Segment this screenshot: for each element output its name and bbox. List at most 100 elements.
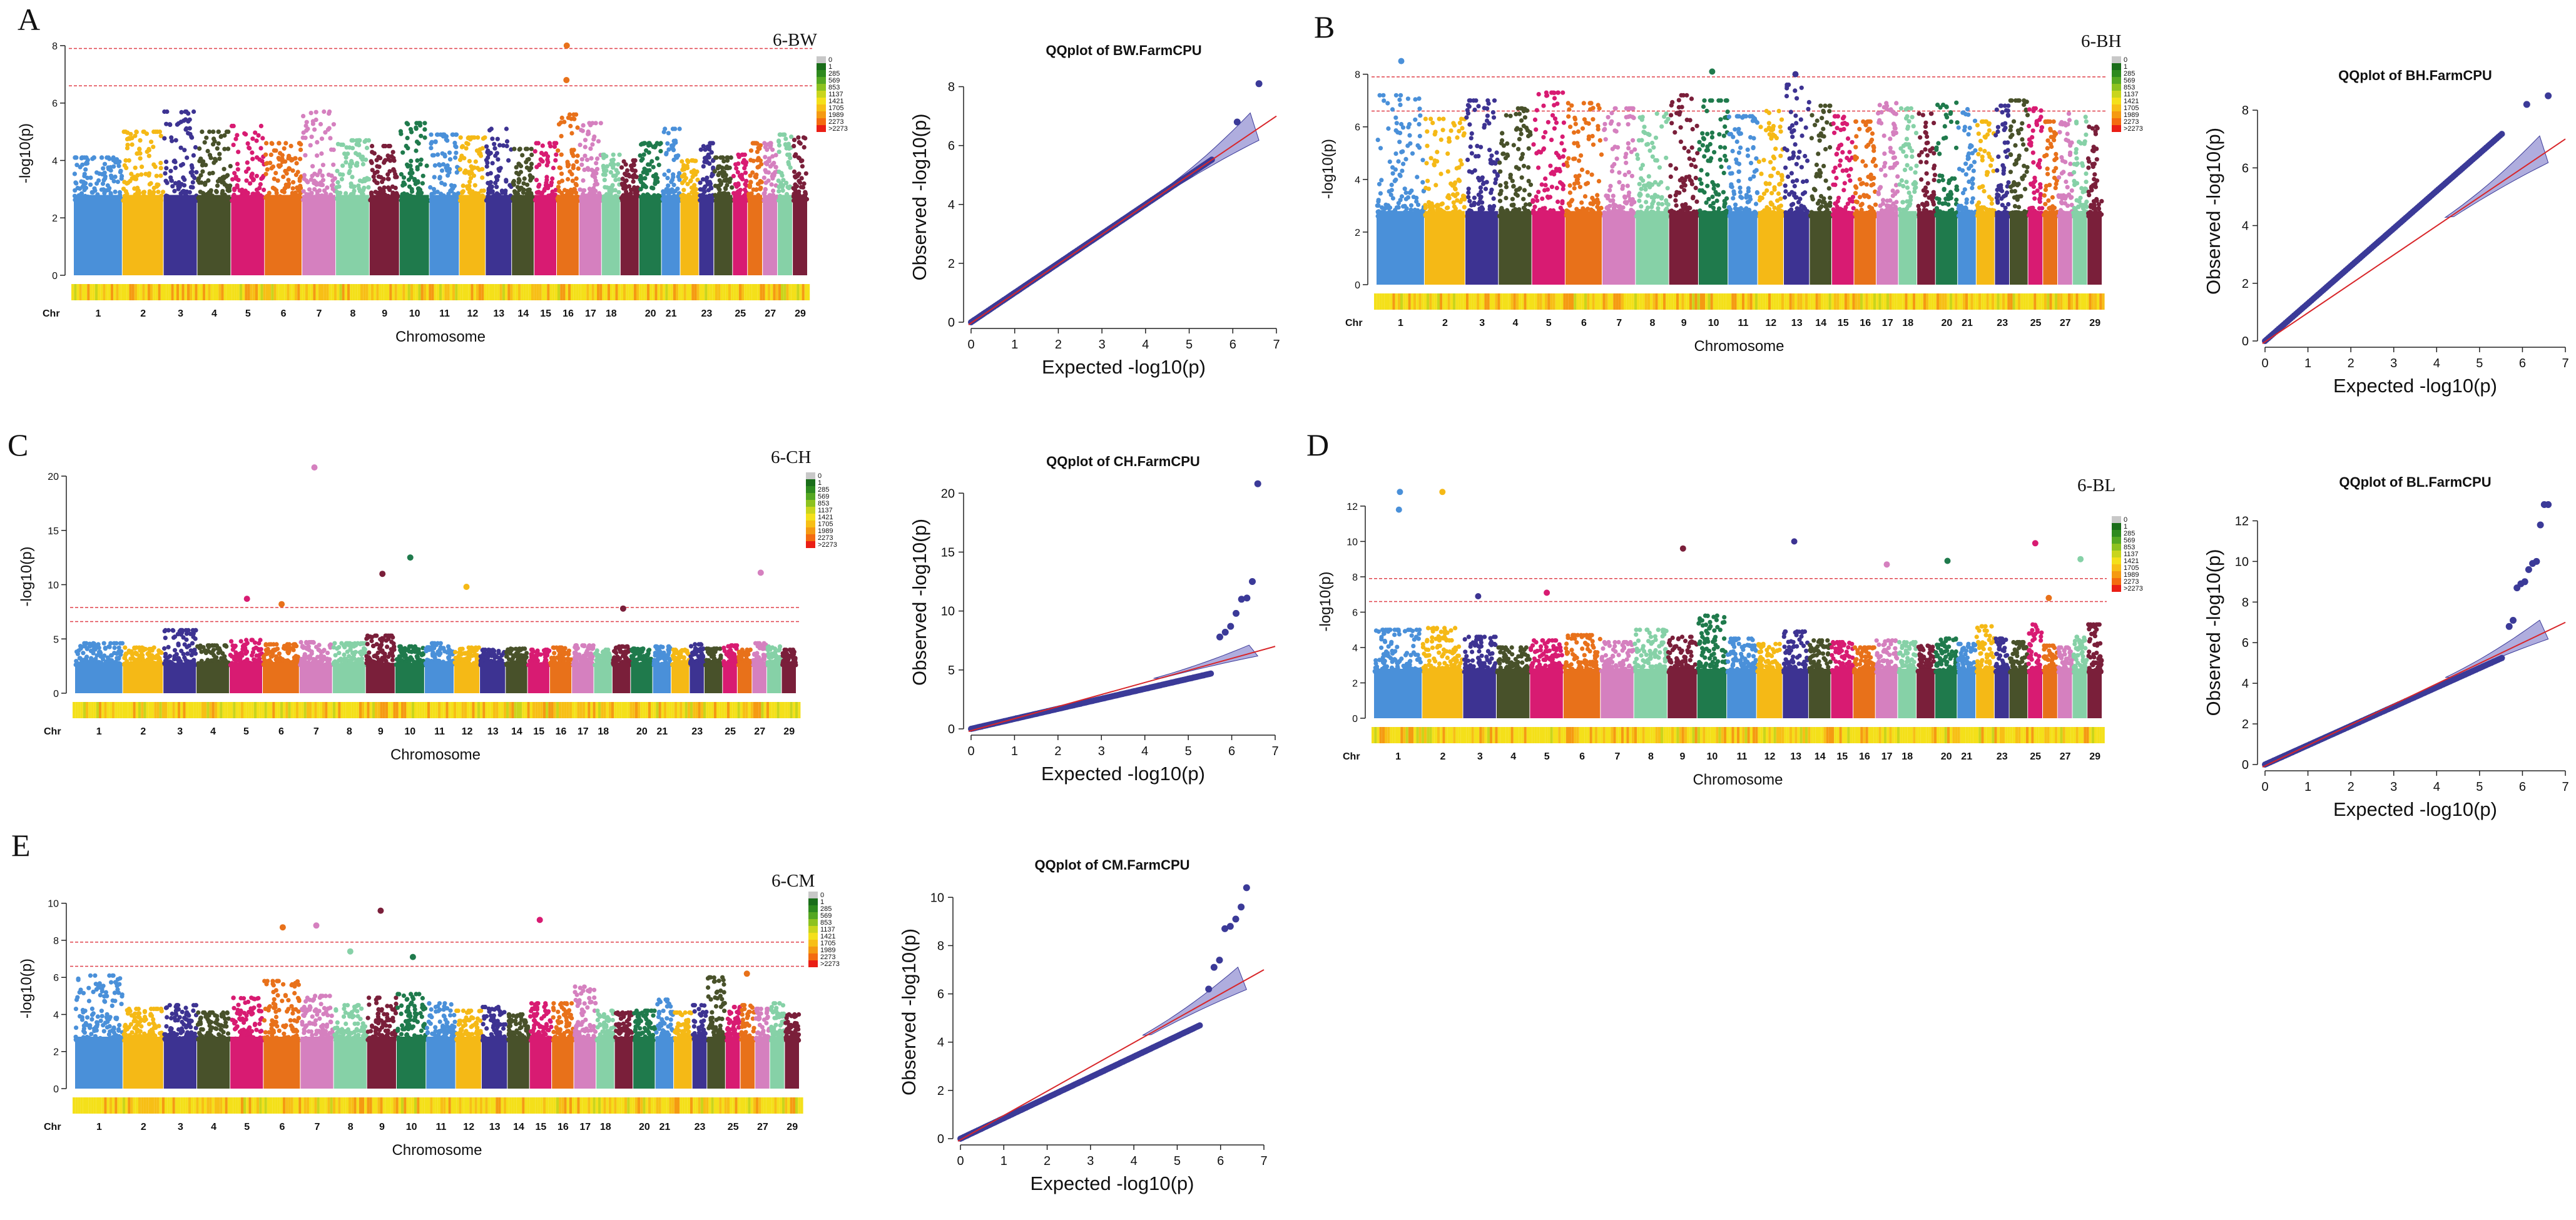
snp-point <box>1489 161 1495 166</box>
snp-point <box>1417 96 1422 101</box>
snp-point <box>1385 203 1391 208</box>
snp-point <box>1513 191 1519 196</box>
snp-density-bar <box>728 284 731 300</box>
snp-point <box>123 189 128 194</box>
snp-point <box>470 166 475 171</box>
snp-density-bar <box>226 284 229 300</box>
snp-point <box>211 130 216 135</box>
snp-point <box>750 170 755 175</box>
snp-point <box>1469 203 1474 208</box>
snp-point <box>1699 168 1704 173</box>
snp-point <box>488 171 493 176</box>
snp-density-bar <box>760 284 763 300</box>
snp-density-bar <box>510 284 513 300</box>
snp-density-bar <box>673 284 676 300</box>
snp-point <box>1576 143 1581 148</box>
snp-point <box>1550 113 1555 118</box>
chromosome-tick-label: 2 <box>140 308 146 319</box>
snp-point <box>1848 198 1853 203</box>
snp-point <box>1838 158 1843 163</box>
snp-density-bar <box>344 284 347 300</box>
snp-point <box>1779 117 1784 122</box>
snp-point <box>1725 109 1730 114</box>
snp-point <box>567 112 573 117</box>
snp-point <box>1870 131 1875 136</box>
snp-point <box>546 183 551 188</box>
snp-point <box>1399 194 1405 199</box>
snp-point <box>665 176 670 181</box>
snp-point <box>793 175 798 180</box>
snp-point <box>1566 156 1571 161</box>
snp-point <box>237 188 242 193</box>
snp-point <box>568 123 573 129</box>
snp-point <box>439 180 444 185</box>
snp-point <box>1776 108 1781 114</box>
chromosome-tick-label: 20 <box>645 308 656 319</box>
snp-point <box>1477 206 1482 211</box>
snp-point <box>360 161 366 167</box>
snp-point <box>540 190 545 195</box>
snp-point <box>1474 154 1479 159</box>
x-tick-label: 1 <box>1011 338 1018 352</box>
snp-point <box>1378 191 1383 196</box>
snp-point <box>432 163 437 168</box>
snp-point <box>382 159 387 164</box>
snp-density-bar <box>197 284 200 300</box>
snp-density-bar <box>794 284 797 300</box>
snp-point <box>1786 82 1791 88</box>
snp-point <box>569 131 574 136</box>
y-tick-label: 8 <box>948 81 955 94</box>
snp-density-bar <box>426 284 429 300</box>
snp-point <box>1401 161 1406 166</box>
snp-point <box>1726 165 1731 170</box>
snp-point <box>1715 183 1721 188</box>
snp-point <box>1647 148 1652 153</box>
snp-density-bar <box>466 284 469 300</box>
snp-point <box>1492 203 1497 209</box>
snp-point <box>496 157 501 162</box>
snp-point <box>1454 166 1459 171</box>
snp-point <box>771 160 776 166</box>
snp-point <box>1497 198 1503 203</box>
snp-point <box>401 180 406 185</box>
snp-point <box>339 176 345 181</box>
snp-density-bar <box>87 284 90 300</box>
snp-point <box>1541 135 1546 140</box>
snp-point <box>1545 119 1550 125</box>
snp-density-band <box>197 195 231 275</box>
chromosome-tick-label: 8 <box>350 308 355 319</box>
snp-point <box>537 162 542 167</box>
snp-density-bar <box>620 284 623 300</box>
snp-point <box>462 156 467 161</box>
snp-point <box>763 186 768 192</box>
snp-point <box>1530 198 1535 203</box>
snp-point <box>1400 168 1405 173</box>
snp-point <box>1532 205 1537 210</box>
snp-point <box>1622 200 1627 205</box>
snp-point <box>290 186 295 191</box>
snp-density-bar <box>628 284 631 300</box>
snp-density-bar <box>597 284 600 300</box>
snp-density-bar <box>791 284 794 300</box>
snp-density-bar <box>94 284 98 300</box>
snp-point <box>571 153 576 158</box>
snp-point <box>1803 153 1808 159</box>
snp-point <box>680 180 685 186</box>
snp-density-bar <box>725 284 728 300</box>
snp-point <box>1440 201 1445 206</box>
snp-point <box>294 161 299 166</box>
snp-point <box>211 160 216 165</box>
snp-density-bar <box>181 284 185 300</box>
snp-point <box>1624 151 1629 156</box>
snp-point <box>1566 114 1571 119</box>
snp-point <box>547 141 552 146</box>
snp-point <box>1423 205 1428 211</box>
snp-point <box>1752 169 1757 174</box>
snp-point <box>322 109 327 114</box>
snp-point <box>1654 111 1659 116</box>
y-axis-title: -log10(p) <box>17 123 34 183</box>
snp-point <box>798 185 804 190</box>
snp-point <box>164 121 169 126</box>
snp-point <box>414 126 419 131</box>
snp-point <box>1430 203 1435 209</box>
